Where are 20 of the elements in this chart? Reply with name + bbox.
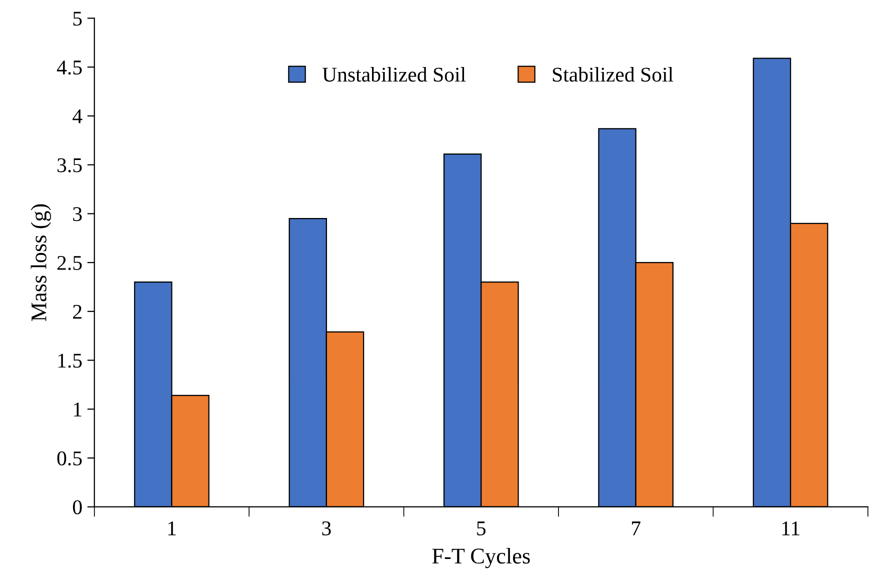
y-tick-label: 1 [74,402,82,416]
y-axis-title: Mass loss (g) [30,204,51,322]
y-tick-label: 2.5 [57,256,82,270]
x-axis-title: F-T Cycles [432,548,530,568]
y-tick-label: 2 [73,304,82,319]
x-tick-label: 3 [322,521,331,536]
y-tick-label: 3 [73,207,82,222]
x-tick-label: 5 [477,522,486,536]
x-tick-label: 1 [168,521,176,536]
y-tick-label: 4.5 [56,60,82,75]
y-tick-label: 0 [72,500,82,514]
y-tick-label: 5 [73,12,82,26]
y-tick-label: 4 [72,109,82,124]
legend-label: Stabilized Soil [552,67,674,82]
legend-label: Unstabilized Soil [322,67,466,82]
y-tick-label: 1.5 [58,354,82,368]
x-tick-label: 7 [632,522,640,536]
y-tick-label: 0.5 [57,451,82,466]
x-tick-label: 11 [782,521,800,536]
y-tick-label: 3.5 [58,158,82,172]
